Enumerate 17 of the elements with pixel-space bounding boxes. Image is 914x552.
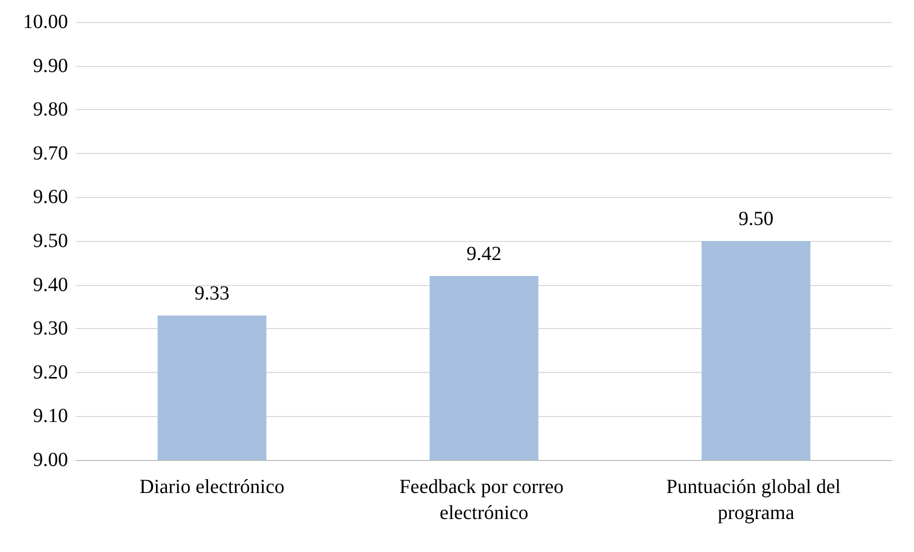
y-tick-label: 9.10 [33, 405, 68, 428]
y-tick-label: 9.70 [33, 142, 68, 164]
y-tick-label: 9.90 [33, 54, 68, 77]
y-tick-label: 9.80 [33, 98, 68, 121]
y-tick-label: 9.60 [33, 186, 68, 208]
data-label: 9.50 [738, 208, 774, 230]
data-label: 9.42 [466, 243, 502, 266]
x-tick-label: Diario electrónico [140, 476, 284, 498]
y-tick-label: 9.20 [33, 361, 68, 384]
x-tick-label: Puntuación global del programa [666, 476, 846, 524]
x-tick-label: Feedback por correo electrónico [399, 476, 569, 524]
data-label: 9.33 [194, 282, 230, 304]
y-tick-label: 9.00 [33, 449, 68, 471]
y-tick-label: 10.00 [23, 11, 68, 33]
y-tick-label: 9.30 [33, 318, 68, 340]
y-tick-label: 9.50 [33, 230, 68, 252]
y-tick-label: 9.40 [33, 274, 68, 296]
